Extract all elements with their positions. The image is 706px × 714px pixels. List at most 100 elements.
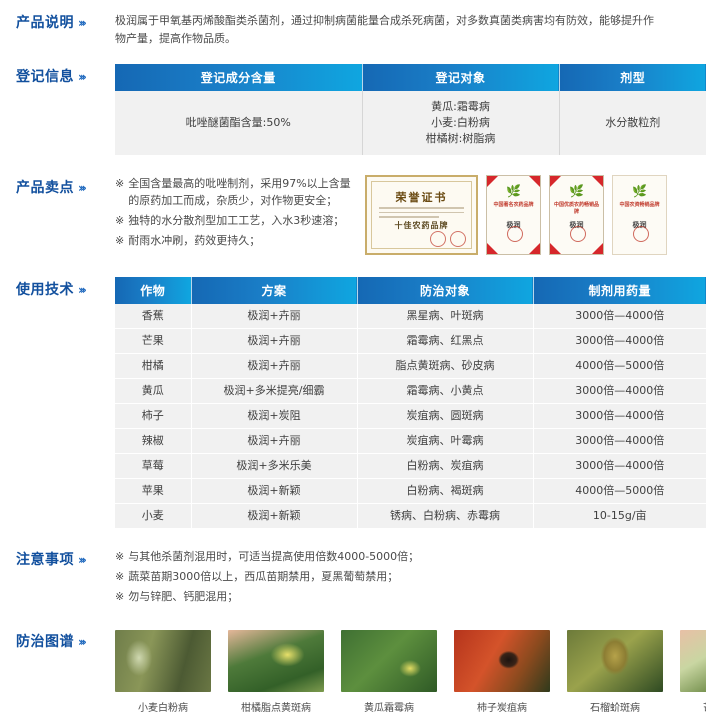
chevron-right-icon: ››› bbox=[78, 181, 87, 195]
cell-dosage: 4000倍—5000倍 bbox=[533, 353, 706, 379]
disease-photo-pomegranate-scale-spot bbox=[567, 630, 663, 692]
table-row: 香蕉 极润+卉丽 黑星病、叶斑病 3000倍—4000倍 bbox=[115, 304, 706, 329]
table-row: 柑橘 极润+卉丽 脂点黄斑病、砂皮病 4000倍—5000倍 bbox=[115, 353, 706, 379]
cell-plan: 极润+卉丽 bbox=[191, 304, 358, 329]
section-body-description: 极润属于甲氧基丙烯酸酯类杀菌剂，通过抑制病菌能量合成杀死病菌，对多数真菌类病害均… bbox=[115, 12, 706, 48]
cell-disease: 霜霉病、小黄点 bbox=[357, 378, 534, 404]
cell-plan: 极润+新颖 bbox=[191, 478, 358, 504]
list-item-text: 耐雨水冲刷，药效更持久； bbox=[128, 234, 261, 247]
section-body-selling-points: ※ 全国含量最高的吡唑制剂，采用97%以上含量的原药加工而成，杂质少，对作物更安… bbox=[115, 175, 706, 255]
section-label-precautions-text: 注意事项 bbox=[16, 552, 74, 568]
bullet-mark: ※ bbox=[115, 590, 125, 603]
section-label-description: 产品说明 ››› bbox=[0, 12, 115, 32]
certificate-award: 🌿 中国著名农药品牌 极润 bbox=[486, 175, 541, 255]
list-item: ※ 全国含量最高的吡唑制剂，采用97%以上含量的原药加工而成，杂质少，对作物更安… bbox=[115, 175, 355, 209]
list-item: ※ 勿与锌肥、钙肥混用； bbox=[115, 588, 706, 605]
cell-formulation: 水分散粒剂 bbox=[559, 91, 706, 155]
certificate-award: 🌿 中国优质农药畅销品牌 极润 bbox=[549, 175, 604, 255]
product-description-text: 极润属于甲氧基丙烯酸酯类杀菌剂，通过抑制病菌能量合成杀死病菌，对多数真菌类病害均… bbox=[115, 14, 654, 45]
award-product-name: 极润 bbox=[569, 221, 584, 229]
column-header-target: 登记对象 bbox=[362, 64, 560, 91]
section-label-usage-text: 使用技术 bbox=[16, 282, 74, 298]
section-label-precautions: 注意事项 ››› bbox=[0, 548, 115, 569]
gallery-caption: 柑橘脂点黄斑病 bbox=[241, 703, 311, 714]
table-row: 草莓 极润+多米乐美 白粉病、炭疽病 3000倍—4000倍 bbox=[115, 453, 706, 479]
section-label-registration: 登记信息 ››› bbox=[0, 64, 115, 86]
disease-photo-cucumber-downy-mildew bbox=[341, 630, 437, 692]
certificate-border bbox=[371, 181, 472, 249]
corner-marker-icon bbox=[550, 243, 561, 254]
award-title: 中国农资畅销品牌 bbox=[619, 202, 660, 208]
chevron-right-icon: ››› bbox=[78, 16, 87, 30]
product-info-page: 产品说明 ››› 极润属于甲氧基丙烯酸酯类杀菌剂，通过抑制病菌能量合成杀死病菌，… bbox=[0, 12, 706, 714]
bullet-mark: ※ bbox=[115, 570, 125, 583]
section-label-usage: 使用技术 ››› bbox=[0, 277, 115, 299]
section-body-precautions: ※ 与其他杀菌剂混用时，可适当提高使用倍数4000-5000倍； ※ 蔬菜苗期3… bbox=[115, 548, 706, 608]
cell-disease: 白粉病、炭疽病 bbox=[357, 453, 534, 479]
cell-crop: 芒果 bbox=[115, 328, 192, 354]
cell-plan: 极润+炭阻 bbox=[191, 403, 358, 429]
table-row: 黄瓜 极润+多米提亮/细霸 霜霉病、小黄点 3000倍—4000倍 bbox=[115, 378, 706, 404]
section-label-registration-text: 登记信息 bbox=[16, 69, 74, 85]
precautions-list: ※ 与其他杀菌剂混用时，可适当提高使用倍数4000-5000倍； ※ 蔬菜苗期3… bbox=[115, 548, 706, 605]
certificate-seal-icon bbox=[430, 231, 446, 247]
certificate-seal-icon bbox=[506, 226, 523, 242]
list-item-text: 独特的水分散剂型加工工艺，入水3秒速溶； bbox=[128, 214, 345, 227]
cell-disease: 黑星病、叶斑病 bbox=[357, 304, 534, 329]
corner-marker-icon bbox=[487, 243, 498, 254]
list-item: ※ 独特的水分散剂型加工工艺，入水3秒速溶； bbox=[115, 212, 355, 229]
certificate-award: 🌿 中国农资畅销品牌 极润 bbox=[612, 175, 667, 255]
corner-marker-icon bbox=[529, 176, 540, 187]
certificate-text-lines bbox=[379, 207, 464, 221]
column-header-disease: 防治对象 bbox=[357, 277, 534, 304]
section-body-gallery: 小麦白粉病 柑橘脂点黄斑病 黄瓜霜霉病 柿子炭疽病 石榴蚧斑病 bbox=[115, 630, 706, 714]
cell-plan: 极润+卉丽 bbox=[191, 353, 358, 379]
award-logo-icon: 🌿 bbox=[569, 184, 584, 198]
cell-crop: 辣椒 bbox=[115, 428, 192, 454]
gallery-caption: 柿子炭疽病 bbox=[477, 703, 527, 714]
section-usage-technique: 使用技术 ››› 作物 方案 防治对象 制剂用药量 香蕉 极润+卉丽 bbox=[0, 277, 706, 528]
chevron-right-icon: ››› bbox=[78, 635, 87, 649]
bullet-mark: ※ bbox=[115, 214, 125, 227]
list-item-text: 蔬菜苗期3000倍以上，西瓜苗期禁用，夏黑葡萄禁用； bbox=[128, 570, 399, 583]
corner-marker-icon bbox=[487, 176, 498, 187]
gallery-caption: 黄瓜霜霉病 bbox=[364, 703, 414, 714]
bullet-mark: ※ bbox=[115, 177, 125, 190]
bullet-mark: ※ bbox=[115, 234, 125, 247]
section-registration-info: 登记信息 ››› 登记成分含量 登记对象 剂型 吡唑醚菌酯含量:50% 黄瓜:霜… bbox=[0, 64, 706, 155]
award-title: 中国著名农药品牌 bbox=[493, 202, 534, 208]
section-label-selling-points-text: 产品卖点 bbox=[16, 180, 74, 196]
cell-dosage: 3000倍—4000倍 bbox=[533, 378, 706, 404]
award-logo-icon: 🌿 bbox=[632, 184, 647, 198]
cell-ingredient: 吡唑醚菌酯含量:50% bbox=[115, 91, 363, 155]
certificate-honor: 荣誉证书 十佳农药品牌 bbox=[365, 175, 478, 255]
cell-dosage: 3000倍—4000倍 bbox=[533, 304, 706, 329]
chevron-right-icon: ››› bbox=[78, 70, 87, 84]
chevron-right-icon: ››› bbox=[78, 553, 87, 567]
list-item-text: 与其他杀菌剂混用时，可适当提高使用倍数4000-5000倍； bbox=[128, 550, 420, 563]
usage-table: 作物 方案 防治对象 制剂用药量 香蕉 极润+卉丽 黑星病、叶斑病 3000倍—… bbox=[115, 277, 706, 528]
certificate-seal-icon bbox=[632, 226, 649, 242]
cell-dosage: 4000倍—5000倍 bbox=[533, 478, 706, 504]
disease-photo-mango-anthracnose bbox=[680, 630, 706, 692]
certificate-title: 荣誉证书 bbox=[395, 191, 448, 204]
table-header-row: 登记成分含量 登记对象 剂型 bbox=[115, 64, 706, 91]
registration-table: 登记成分含量 登记对象 剂型 吡唑醚菌酯含量:50% 黄瓜:霜霉病 小麦:白粉病… bbox=[115, 64, 706, 155]
gallery-caption: 芒果炭疽病 bbox=[680, 699, 706, 714]
section-precautions: 注意事项 ››› ※ 与其他杀菌剂混用时，可适当提高使用倍数4000-5000倍… bbox=[0, 548, 706, 608]
table-row: 吡唑醚菌酯含量:50% 黄瓜:霜霉病 小麦:白粉病 柑橘树:树脂病 水分散粒剂 bbox=[115, 91, 706, 155]
cell-crop: 苹果 bbox=[115, 478, 192, 504]
award-title: 中国优质农药畅销品牌 bbox=[554, 202, 600, 215]
list-item: ※ 与其他杀菌剂混用时，可适当提高使用倍数4000-5000倍； bbox=[115, 548, 706, 565]
selling-points-list: ※ 全国含量最高的吡唑制剂，采用97%以上含量的原药加工而成，杂质少，对作物更安… bbox=[115, 175, 355, 255]
list-item-text: 勿与锌肥、钙肥混用； bbox=[128, 590, 239, 603]
table-row: 小麦 极润+新颖 锈病、白粉病、赤霉病 10-15g/亩 bbox=[115, 503, 706, 528]
gallery-item: 石榴蚧斑病 bbox=[567, 630, 663, 714]
cell-dosage: 3000倍—4000倍 bbox=[533, 453, 706, 479]
cell-disease: 炭疽病、圆斑病 bbox=[357, 403, 534, 429]
cell-disease: 霜霉病、红黑点 bbox=[357, 328, 534, 354]
column-header-ingredient: 登记成分含量 bbox=[115, 64, 363, 91]
gallery-caption: 石榴蚧斑病 bbox=[590, 703, 640, 714]
gallery-item: 柿子炭疽病 bbox=[454, 630, 550, 714]
cell-crop: 草莓 bbox=[115, 453, 192, 479]
